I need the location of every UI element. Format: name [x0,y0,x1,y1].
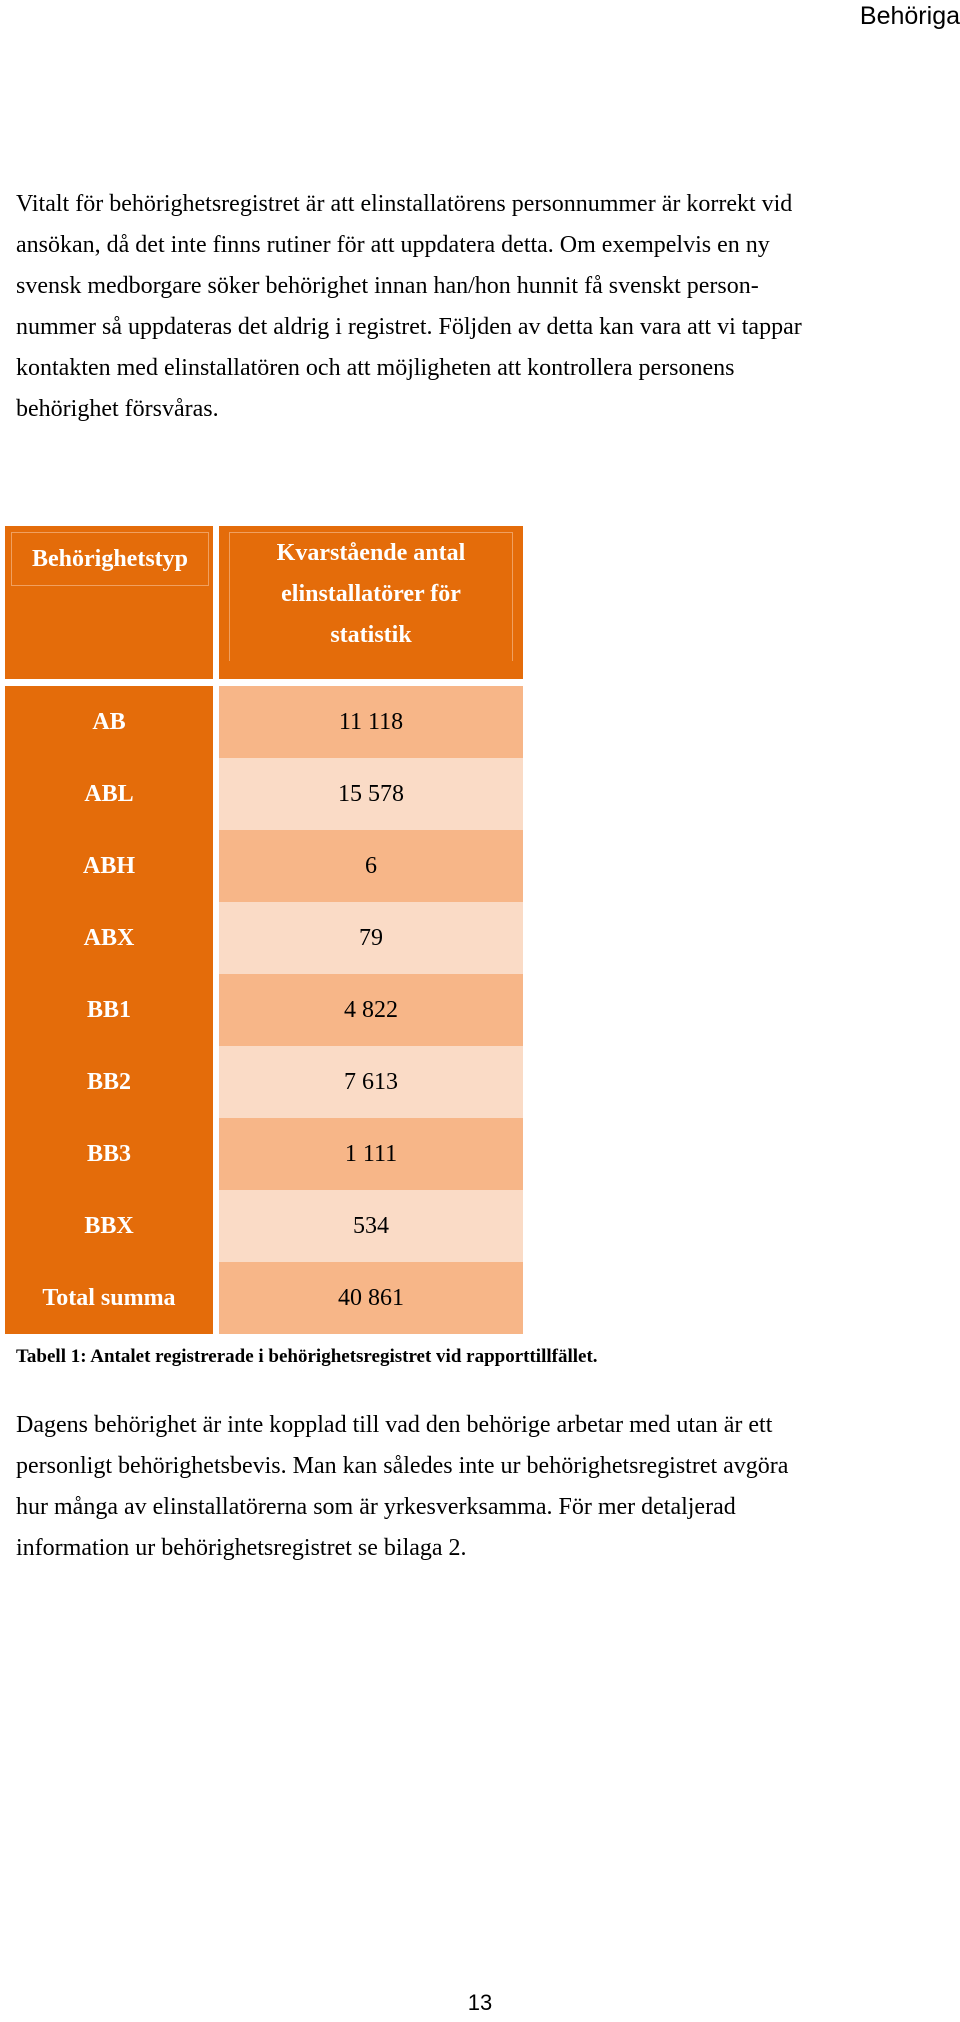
count-cell: 1 111 [219,1118,523,1190]
header-cell-count: Kvarstående antal elinstallatörer för st… [219,526,523,679]
table-row: BB2 7 613 [5,1046,523,1118]
paragraph-line: Vitalt för behörighetsregistret är att e… [16,191,793,217]
type-cell: BB2 [5,1046,213,1118]
paragraph-line: ansökan, då det inte finns rutiner för a… [16,232,770,258]
type-cell: AB [5,686,213,758]
running-header: Behöriga [859,2,960,30]
count-cell: 11 118 [219,686,523,758]
count-cell: 6 [219,830,523,902]
type-cell: BB1 [5,974,213,1046]
paragraph-line: hur många av elinstallatörerna som är yr… [16,1494,736,1520]
paragraph-line: information ur behörighetsregistret se b… [16,1535,467,1561]
count-cell: 79 [219,902,523,974]
table-row: ABX 79 [5,902,523,974]
header-cell-type: Behörighetstyp [5,526,213,679]
type-cell: ABX [5,902,213,974]
table-row: ABL 15 578 [5,758,523,830]
count-cell: 534 [219,1190,523,1262]
paragraph-line: svensk medborgare söker behörighet innan… [16,273,759,299]
paragraph-line: behörighet försvåras. [16,396,219,422]
count-cell: 4 822 [219,974,523,1046]
authorization-table: Behörighetstyp Kvarstående antal elinsta… [5,526,523,1334]
table-row: BBX 534 [5,1190,523,1262]
header-type-label: Behörighetstyp [11,532,209,586]
type-cell: BB3 [5,1118,213,1190]
header-count-line: statistik [330,622,412,648]
table-total-row: Total summa 40 861 [5,1262,523,1334]
header-count-line: Kvarstående antal [276,540,466,566]
header-count-line: elinstallatörer för [281,581,461,607]
table-row: ABH 6 [5,830,523,902]
type-cell: ABH [5,830,213,902]
paragraph-line: Dagens behörighet är inte kopplad till v… [16,1412,773,1438]
header-count-label: Kvarstående antal elinstallatörer för st… [229,532,513,661]
type-cell: BBX [5,1190,213,1262]
table-row: BB1 4 822 [5,974,523,1046]
table-caption: Tabell 1: Antalet registrerade i behörig… [16,1346,598,1367]
closing-paragraph: Dagens behörighet är inte kopplad till v… [16,1405,946,1569]
count-cell: 15 578 [219,758,523,830]
type-cell: ABL [5,758,213,830]
table-header: Behörighetstyp Kvarstående antal elinsta… [5,526,523,679]
table-row: BB3 1 111 [5,1118,523,1190]
total-count-cell: 40 861 [219,1262,523,1334]
count-cell: 7 613 [219,1046,523,1118]
page-number: 13 [467,1990,493,2015]
intro-paragraph: Vitalt för behörighetsregistret är att e… [16,184,946,430]
total-label-cell: Total summa [5,1262,213,1334]
table-row: AB 11 118 [5,686,523,758]
paragraph-line: nummer så uppdateras det aldrig i regist… [16,314,802,340]
paragraph-line: personligt behörighetsbevis. Man kan sål… [16,1453,789,1479]
paragraph-line: kontakten med elinstallatören och att mö… [16,355,735,381]
